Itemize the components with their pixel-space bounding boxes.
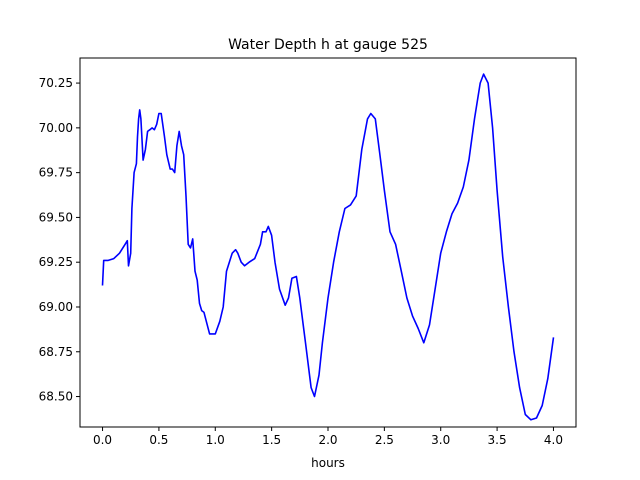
x-tick-label: 1.0 — [206, 433, 225, 447]
x-tick-label: 0.0 — [93, 433, 112, 447]
x-tick-label: 3.0 — [431, 433, 450, 447]
x-tick-label: 2.5 — [375, 433, 394, 447]
y-tick-label: 69.00 — [39, 300, 73, 314]
y-tick-label: 68.75 — [39, 345, 73, 359]
x-axis-label: hours — [311, 456, 345, 470]
x-tick-label: 2.0 — [318, 433, 337, 447]
y-tick-label: 70.00 — [39, 121, 73, 135]
series-layer — [101, 73, 555, 421]
x-tick-label: 1.5 — [262, 433, 281, 447]
series-line — [101, 73, 555, 421]
y-tick-label: 69.25 — [39, 255, 73, 269]
y-tick-label: 69.50 — [39, 210, 73, 224]
y-tick-label: 70.25 — [39, 76, 73, 90]
x-tick-label: 3.5 — [488, 433, 507, 447]
x-axis: 0.0 0.5 1.0 1.5 2.0 2.5 3.0 3.5 4.0 — [93, 427, 563, 447]
y-axis: 68.50 68.75 69.00 69.25 69.50 69.75 70.00 70.25 — [39, 76, 80, 404]
x-tick-label: 4.0 — [544, 433, 563, 447]
y-tick-label: 68.50 — [39, 390, 73, 404]
y-tick-label: 69.75 — [39, 166, 73, 180]
plot-area: 0.0 0.5 1.0 1.5 2.0 2.5 3.0 3.5 4.0 68.50 68.75 69… — [39, 57, 577, 447]
x-tick-label: 0.5 — [149, 433, 168, 447]
chart-title: Water Depth h at gauge 525 — [228, 37, 428, 53]
